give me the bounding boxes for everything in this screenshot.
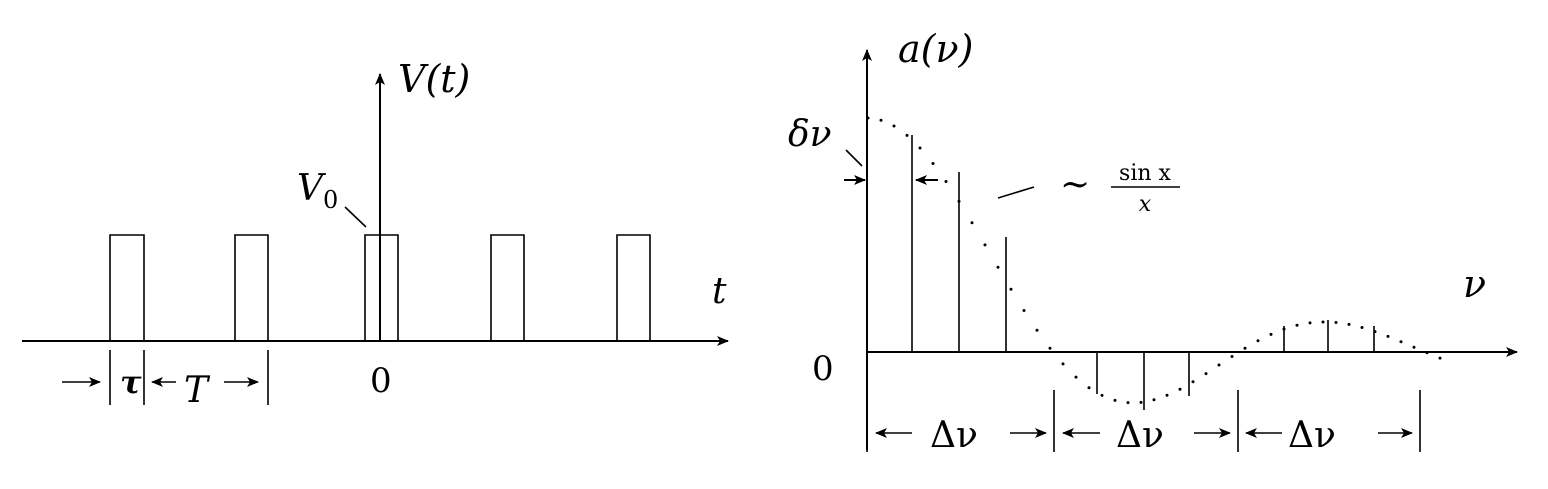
envelope-dot	[996, 265, 1000, 269]
line-spacing-label: δν	[788, 114, 832, 155]
envelope-dot	[1321, 320, 1325, 324]
envelope-dot	[1048, 346, 1052, 350]
amplitude-axis-label: a(ν)	[898, 27, 973, 71]
envelope-dot	[905, 133, 909, 137]
envelope-dot	[1022, 309, 1026, 312]
pulse	[490, 234, 525, 341]
envelope-dot	[983, 243, 987, 247]
envelope-dot	[1295, 323, 1299, 327]
origin-label: 0	[370, 361, 392, 401]
spectrum-origin-label: 0	[812, 349, 834, 389]
line-spacing-pointer	[845, 149, 863, 167]
envelope-dot	[1412, 345, 1416, 349]
envelope-dot	[1139, 400, 1143, 404]
envelope-dot	[1217, 363, 1221, 367]
envelope-tilde: ∼	[1060, 164, 1090, 205]
envelope-dot	[1178, 387, 1182, 391]
lobe-width-label: Δν	[930, 415, 978, 456]
envelope-dot	[1165, 393, 1169, 397]
envelope-dot	[879, 118, 883, 122]
pulse	[364, 234, 399, 341]
envelope-pointer	[997, 186, 1035, 199]
envelope-dot	[1334, 321, 1338, 324]
envelope-dot	[1113, 398, 1117, 402]
envelope-dot	[1152, 398, 1156, 402]
envelope-dot	[1035, 328, 1039, 332]
envelope-dot	[1126, 401, 1130, 405]
envelope-dot	[1399, 340, 1403, 344]
sinc-envelope	[866, 116, 1442, 405]
envelope-numerator: sin x	[1119, 161, 1171, 186]
envelope-denominator: x	[1139, 192, 1152, 217]
pulse-train-panel: V(t) t V0 0 τ T	[22, 57, 729, 411]
envelope-dot	[892, 124, 896, 128]
envelope-dot	[1347, 322, 1351, 326]
lobe-width-label: Δν	[1116, 415, 1164, 456]
envelope-dot	[957, 199, 961, 203]
pulse	[109, 234, 145, 341]
envelope-dot	[1009, 287, 1013, 291]
envelope-dot	[970, 221, 974, 225]
envelope-dot	[918, 146, 922, 150]
envelope-dot	[866, 116, 870, 120]
pulse-width-label: τ	[120, 363, 142, 401]
time-axis-label: t	[712, 271, 727, 312]
amplitude-label: V0	[297, 168, 338, 214]
envelope-dot	[1256, 339, 1260, 343]
envelope-dot	[1061, 362, 1065, 366]
envelope-dot	[1308, 321, 1312, 325]
envelope-dot	[1282, 327, 1286, 331]
envelope-dot	[1386, 334, 1390, 338]
lobe-width-label: Δν	[1288, 415, 1336, 456]
pulse	[616, 234, 651, 341]
envelope-dot	[1230, 355, 1234, 358]
envelope-dot	[1425, 351, 1429, 355]
envelope-dot	[1269, 332, 1273, 336]
envelope-dot	[931, 162, 935, 165]
period-label: T	[184, 370, 211, 411]
envelope-dot	[1204, 372, 1208, 376]
envelope-dot	[1360, 326, 1364, 329]
envelope-dot	[1087, 386, 1091, 390]
envelope-dot	[1373, 330, 1377, 334]
pulse	[234, 234, 269, 341]
envelope-dot	[944, 180, 948, 183]
envelope-dot	[1074, 375, 1078, 379]
spectrum-panel: a(ν) ν 0 δν ∼ sin x x	[788, 27, 1518, 456]
frequency-axis-label: ν	[1463, 262, 1486, 306]
envelope-dot	[1243, 346, 1247, 350]
voltage-axis-label: V(t)	[398, 57, 470, 101]
envelope-dot	[1100, 393, 1104, 397]
amplitude-pointer	[344, 206, 367, 228]
envelope-dot	[1191, 380, 1195, 384]
envelope-dot	[1438, 356, 1442, 360]
